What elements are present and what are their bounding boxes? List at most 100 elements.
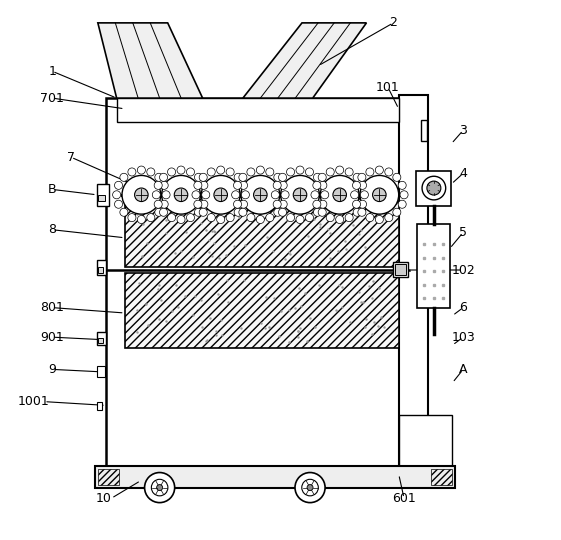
Bar — [96, 332, 107, 345]
Circle shape — [154, 181, 162, 190]
Circle shape — [147, 214, 155, 221]
Circle shape — [256, 215, 264, 224]
Circle shape — [145, 472, 174, 503]
Bar — [416, 171, 452, 206]
Circle shape — [266, 168, 274, 176]
Circle shape — [281, 191, 289, 199]
Text: 701: 701 — [40, 92, 64, 105]
Circle shape — [207, 168, 215, 176]
Text: 801: 801 — [40, 301, 64, 314]
Circle shape — [177, 215, 185, 224]
Bar — [98, 267, 103, 273]
Text: 601: 601 — [392, 492, 416, 505]
Circle shape — [226, 168, 234, 176]
Circle shape — [305, 168, 314, 176]
Circle shape — [233, 200, 242, 208]
Circle shape — [273, 181, 281, 190]
Circle shape — [385, 168, 393, 176]
Bar — [106, 98, 410, 469]
Circle shape — [201, 176, 240, 214]
Circle shape — [274, 173, 282, 181]
Circle shape — [360, 191, 369, 199]
Circle shape — [135, 188, 148, 201]
Circle shape — [195, 208, 203, 217]
Circle shape — [122, 176, 160, 214]
Text: 7: 7 — [67, 151, 75, 164]
Bar — [98, 469, 119, 485]
Circle shape — [233, 181, 242, 190]
Circle shape — [333, 188, 347, 201]
Bar — [125, 198, 399, 267]
Bar — [399, 415, 452, 469]
Circle shape — [279, 181, 287, 190]
Circle shape — [398, 181, 406, 190]
Circle shape — [385, 214, 393, 221]
Circle shape — [345, 214, 353, 221]
Polygon shape — [243, 23, 366, 98]
Circle shape — [217, 166, 225, 174]
Circle shape — [287, 168, 295, 176]
Bar — [417, 224, 450, 308]
Circle shape — [113, 191, 121, 199]
Text: 901: 901 — [40, 330, 64, 343]
Circle shape — [137, 166, 145, 174]
Circle shape — [273, 200, 281, 208]
Circle shape — [272, 191, 279, 199]
Circle shape — [393, 173, 401, 181]
Text: 6: 6 — [459, 301, 467, 314]
Circle shape — [192, 191, 200, 199]
Circle shape — [366, 214, 374, 221]
Circle shape — [311, 191, 319, 199]
Text: 5: 5 — [459, 226, 467, 239]
Circle shape — [279, 200, 287, 208]
Circle shape — [318, 208, 327, 217]
Circle shape — [254, 188, 267, 201]
Circle shape — [287, 214, 295, 221]
Text: 102: 102 — [451, 264, 475, 276]
Text: 9: 9 — [48, 363, 56, 376]
Circle shape — [335, 166, 344, 174]
Bar — [125, 273, 399, 348]
Circle shape — [168, 168, 176, 176]
Circle shape — [202, 191, 210, 199]
Bar — [98, 338, 103, 343]
Circle shape — [241, 176, 280, 214]
Circle shape — [358, 200, 366, 208]
Circle shape — [155, 208, 163, 217]
Circle shape — [120, 208, 128, 217]
Circle shape — [318, 173, 327, 181]
Circle shape — [199, 173, 207, 181]
Circle shape — [422, 176, 445, 200]
Circle shape — [280, 176, 319, 214]
Text: 2: 2 — [389, 16, 397, 29]
Circle shape — [155, 173, 163, 181]
Circle shape — [375, 215, 383, 224]
Circle shape — [360, 176, 399, 214]
Circle shape — [200, 181, 208, 190]
Circle shape — [313, 181, 321, 190]
Circle shape — [319, 200, 327, 208]
Text: 10: 10 — [95, 492, 111, 505]
Text: 4: 4 — [459, 167, 467, 180]
Circle shape — [256, 166, 264, 174]
Circle shape — [295, 472, 325, 503]
Text: 103: 103 — [451, 330, 475, 343]
Circle shape — [239, 208, 247, 217]
Bar — [96, 402, 102, 410]
Circle shape — [313, 200, 321, 208]
Circle shape — [358, 173, 366, 181]
Circle shape — [247, 214, 255, 221]
Circle shape — [160, 181, 168, 190]
Circle shape — [335, 215, 344, 224]
Circle shape — [137, 215, 145, 224]
Circle shape — [353, 173, 361, 181]
Circle shape — [278, 208, 287, 217]
Circle shape — [177, 166, 185, 174]
Circle shape — [114, 181, 122, 190]
Circle shape — [241, 191, 250, 199]
Circle shape — [352, 181, 361, 190]
Text: A: A — [459, 363, 467, 376]
Bar — [431, 469, 452, 485]
Circle shape — [373, 188, 386, 201]
Circle shape — [128, 214, 136, 221]
